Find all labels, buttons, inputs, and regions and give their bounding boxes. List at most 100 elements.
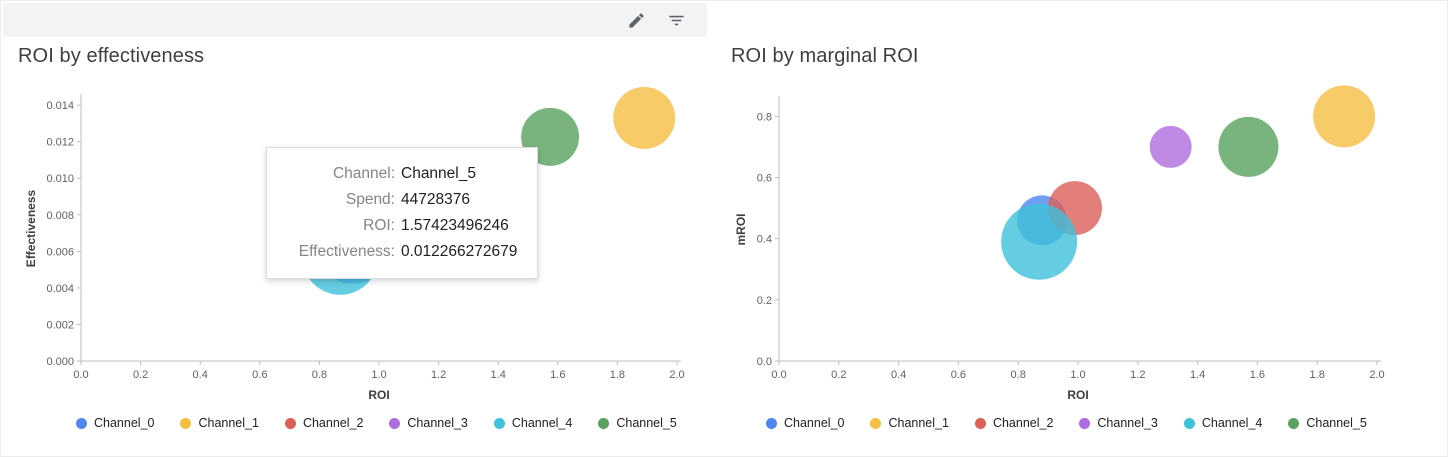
legend-item-Channel_4[interactable]: Channel_4 <box>1183 416 1263 430</box>
bubble-Channel_4[interactable] <box>1001 203 1078 280</box>
legend-dot <box>493 417 505 429</box>
legend-dot <box>974 417 986 429</box>
roi-mroi-card: ROI by marginal ROI 0.0 0.2 0.4 0.6 0.8 1.0 1.… <box>711 1 1447 456</box>
filter-button[interactable] <box>661 5 691 35</box>
bubble-Channel_1[interactable] <box>613 86 676 149</box>
x-tick-label: 0.2 <box>133 369 148 381</box>
y-tick-label: 0.000 <box>46 356 74 368</box>
bubble-Channel_5[interactable] <box>1218 116 1279 177</box>
x-axis-title: ROI <box>368 388 389 402</box>
y-tick-label: 0.006 <box>46 246 74 258</box>
x-tick-label: 1.0 <box>371 369 386 381</box>
legend-item-Channel_3[interactable]: Channel_3 <box>1079 416 1158 430</box>
legend-item-Channel_1[interactable]: Channel_1 <box>870 416 949 430</box>
x-tick-label: 0.8 <box>1011 369 1026 381</box>
legend-label: Channel_1 <box>888 416 949 430</box>
x-tick-label: 0.0 <box>73 369 88 381</box>
x-tick-label: 0.2 <box>831 369 846 381</box>
x-tick-label: 0.6 <box>951 369 966 381</box>
legend-dot <box>284 417 296 429</box>
y-tick-label: 0.010 <box>46 173 74 185</box>
tooltip-row: Channel: Channel_5 <box>277 161 519 187</box>
x-tick-label: 1.4 <box>491 369 506 381</box>
y-axis-title: mROI <box>734 213 748 245</box>
bubble-Channel_3[interactable] <box>1149 125 1192 168</box>
legend-label: Channel_0 <box>784 416 845 430</box>
x-tick-label: 0.6 <box>252 369 267 381</box>
y-tick-label: 0.004 <box>46 283 74 295</box>
tooltip-value: 1.57423496246 <box>401 217 509 234</box>
legend-dot <box>766 417 777 429</box>
tooltip-label: ROI: <box>363 217 395 234</box>
tooltip-label: Effectiveness: <box>298 243 395 260</box>
tooltip-row: Spend: 44728376 <box>277 187 519 213</box>
legend-item-Channel_5[interactable]: Channel_5 <box>598 416 677 430</box>
legend-item-Channel_2[interactable]: Channel_2 <box>284 416 364 430</box>
x-tick-label: 1.2 <box>1130 369 1145 381</box>
y-tick-label: 0.8 <box>757 111 772 123</box>
legend-label: Channel_5 <box>616 416 677 430</box>
legend-dot <box>76 417 87 429</box>
x-tick-label: 1.6 <box>1250 369 1265 381</box>
legend-dot <box>1079 417 1091 429</box>
roi-effectiveness-card: ROI by effectiveness 0.0 0.2 0.4 0.6 0.8 1.0 1… <box>1 1 711 456</box>
legend-dot <box>1288 417 1300 429</box>
legend-label: Channel_2 <box>302 416 364 430</box>
x-tick-label: 0.8 <box>312 369 327 381</box>
tooltip-value: 0.012266272679 <box>401 243 518 260</box>
legend-item-Channel_5[interactable]: Channel_5 <box>1288 416 1367 430</box>
chart-tooltip: Channel: Channel_5 Spend: 44728376 ROI: … <box>266 147 538 279</box>
tooltip-row: ROI: 1.57423496246 <box>277 213 519 239</box>
legend-dot <box>598 417 610 429</box>
roi-mroi-chart[interactable]: 0.0 0.2 0.4 0.6 0.8 1.0 1.2 1.4 1.6 1.8 2.0 0.0 0.2 0… <box>711 85 1441 406</box>
x-tick-label: 2.0 <box>1369 369 1384 381</box>
y-tick-label: 0.002 <box>46 319 74 331</box>
legend-label: Channel_2 <box>992 416 1054 430</box>
legend-item-Channel_3[interactable]: Channel_3 <box>389 416 468 430</box>
tooltip-row: Effectiveness: 0.012266272679 <box>277 239 519 265</box>
legend-item-Channel_2[interactable]: Channel_2 <box>974 416 1054 430</box>
filter-list-icon <box>668 15 684 25</box>
chart-title-effectiveness: ROI by effectiveness <box>18 45 205 67</box>
y-tick-label: 0.012 <box>46 137 74 149</box>
legend-label: Channel_4 <box>1201 416 1263 430</box>
legend-item-Channel_0[interactable]: Channel_0 <box>76 416 154 430</box>
legend-item-Channel_4[interactable]: Channel_4 <box>493 416 573 430</box>
legend-label: Channel_3 <box>407 416 468 430</box>
legend-dot <box>1183 417 1195 429</box>
x-tick-label: 1.8 <box>610 369 625 381</box>
legend-label: Channel_4 <box>511 416 573 430</box>
tooltip-value: 44728376 <box>401 191 470 208</box>
legend-dot <box>389 417 401 429</box>
card-toolbar <box>3 3 707 37</box>
x-tick-label: 0.4 <box>193 369 208 381</box>
x-tick-label: 1.2 <box>431 369 446 381</box>
edit-icon <box>628 12 644 28</box>
legend-item-Channel_0[interactable]: Channel_0 <box>766 416 844 430</box>
legend-effectiveness: Channel_0 Channel_1 Channel_2 Channel_3 Chan… <box>76 416 677 430</box>
chart-title-mroi: ROI by marginal ROI <box>731 45 919 67</box>
x-tick-label: 1.0 <box>1070 369 1085 381</box>
legend-dot <box>870 417 882 429</box>
edit-button[interactable] <box>621 5 651 35</box>
legend-mroi: Channel_0 Channel_1 Channel_2 Channel_3 Chan… <box>766 416 1367 430</box>
y-tick-label: 0.2 <box>757 295 772 307</box>
tooltip-label: Spend: <box>345 191 395 208</box>
y-tick-label: 0.008 <box>46 210 74 222</box>
x-axis-title: ROI <box>1067 388 1088 402</box>
y-tick-label: 0.014 <box>46 100 74 112</box>
x-tick-label: 1.8 <box>1310 369 1325 381</box>
x-tick-label: 0.4 <box>891 369 906 381</box>
bubble-Channel_1[interactable] <box>1313 85 1376 148</box>
legend-item-Channel_1[interactable]: Channel_1 <box>180 416 259 430</box>
tooltip-value: Channel_5 <box>401 165 476 182</box>
y-tick-label: 0.6 <box>757 173 772 185</box>
legend-label: Channel_3 <box>1097 416 1158 430</box>
x-tick-label: 1.6 <box>550 369 565 381</box>
tooltip-label: Channel: <box>332 165 395 182</box>
y-tick-label: 0.4 <box>757 234 772 246</box>
y-tick-label: 0.0 <box>757 356 772 368</box>
x-tick-label: 0.0 <box>771 369 786 381</box>
x-tick-label: 1.4 <box>1190 369 1205 381</box>
y-axis-title: Effectiveness <box>24 189 38 267</box>
